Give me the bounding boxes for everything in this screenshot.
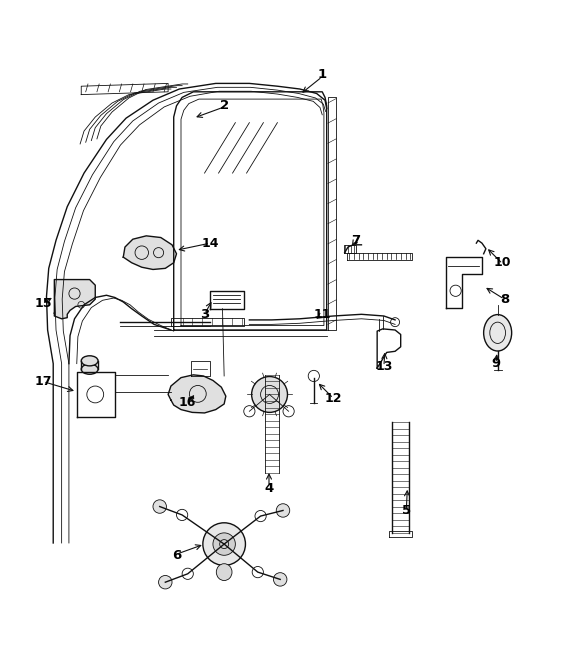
Ellipse shape bbox=[82, 364, 98, 374]
Ellipse shape bbox=[216, 564, 232, 581]
Text: 7: 7 bbox=[351, 234, 361, 247]
Circle shape bbox=[153, 500, 166, 513]
Circle shape bbox=[252, 376, 288, 412]
Text: 4: 4 bbox=[264, 482, 273, 494]
Text: 14: 14 bbox=[201, 237, 219, 249]
Text: 13: 13 bbox=[375, 360, 393, 373]
Text: 6: 6 bbox=[172, 549, 181, 562]
Polygon shape bbox=[123, 236, 177, 269]
Text: 10: 10 bbox=[494, 256, 512, 269]
Text: 17: 17 bbox=[35, 375, 52, 388]
Text: 12: 12 bbox=[325, 392, 342, 405]
Ellipse shape bbox=[82, 356, 98, 366]
Text: 9: 9 bbox=[491, 357, 500, 370]
Ellipse shape bbox=[483, 315, 512, 351]
Text: 16: 16 bbox=[179, 397, 196, 409]
Text: 1: 1 bbox=[318, 69, 327, 81]
Circle shape bbox=[273, 573, 287, 586]
Text: 11: 11 bbox=[314, 308, 331, 321]
Text: 8: 8 bbox=[500, 292, 509, 306]
Circle shape bbox=[203, 523, 246, 566]
Text: 3: 3 bbox=[200, 308, 209, 321]
Text: 15: 15 bbox=[35, 296, 52, 310]
Circle shape bbox=[276, 504, 290, 517]
Text: 2: 2 bbox=[220, 99, 229, 112]
Text: 5: 5 bbox=[402, 504, 411, 517]
Polygon shape bbox=[168, 375, 226, 413]
Polygon shape bbox=[54, 280, 95, 319]
Circle shape bbox=[213, 533, 235, 555]
Circle shape bbox=[158, 576, 172, 589]
